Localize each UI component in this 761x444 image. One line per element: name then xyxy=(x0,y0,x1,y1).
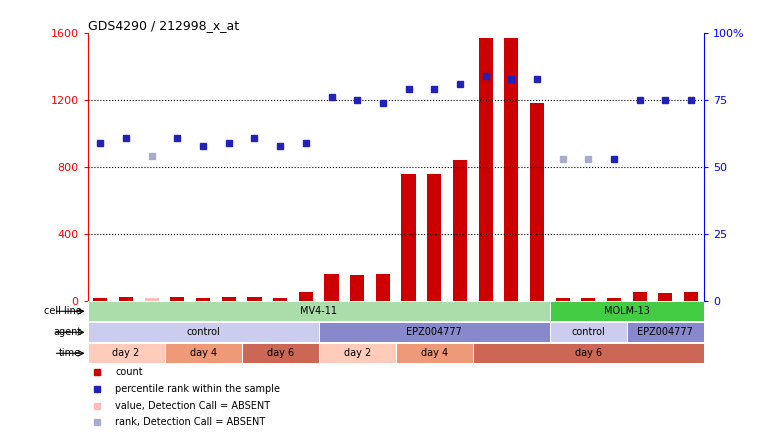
Bar xyxy=(145,298,159,301)
Bar xyxy=(273,298,287,301)
Text: agent: agent xyxy=(53,327,81,337)
Text: day 4: day 4 xyxy=(421,348,447,358)
Bar xyxy=(164,343,242,363)
Bar xyxy=(581,298,595,301)
Bar xyxy=(453,160,467,301)
Text: day 6: day 6 xyxy=(266,348,294,358)
Bar xyxy=(319,343,396,363)
Bar xyxy=(658,293,673,301)
Bar xyxy=(549,322,627,342)
Bar xyxy=(242,343,319,363)
Text: cell line: cell line xyxy=(43,306,81,316)
Bar xyxy=(376,274,390,301)
Bar xyxy=(170,297,184,301)
Text: count: count xyxy=(115,367,143,377)
Text: control: control xyxy=(572,327,605,337)
Text: day 4: day 4 xyxy=(189,348,217,358)
Text: MV4-11: MV4-11 xyxy=(300,306,337,316)
Text: day 2: day 2 xyxy=(343,348,371,358)
Text: value, Detection Call = ABSENT: value, Detection Call = ABSENT xyxy=(115,400,270,411)
Bar xyxy=(221,297,236,301)
Text: day 2: day 2 xyxy=(113,348,140,358)
Text: percentile rank within the sample: percentile rank within the sample xyxy=(115,384,280,394)
Bar xyxy=(247,297,262,301)
Bar xyxy=(473,343,704,363)
Bar xyxy=(119,297,133,301)
Bar xyxy=(556,298,570,301)
Bar xyxy=(299,293,313,301)
Bar xyxy=(350,275,365,301)
Bar xyxy=(632,292,647,301)
Text: rank, Detection Call = ABSENT: rank, Detection Call = ABSENT xyxy=(115,417,266,427)
Bar xyxy=(324,274,339,301)
Bar xyxy=(505,38,518,301)
Bar xyxy=(607,298,621,301)
Bar xyxy=(479,38,492,301)
Text: time: time xyxy=(59,348,81,358)
Text: EPZ004777: EPZ004777 xyxy=(406,327,462,337)
Bar xyxy=(684,292,698,301)
Bar xyxy=(427,174,441,301)
Bar xyxy=(88,343,164,363)
Text: control: control xyxy=(186,327,220,337)
Bar xyxy=(88,301,550,321)
Bar xyxy=(549,301,704,321)
Bar xyxy=(627,322,704,342)
Bar xyxy=(530,103,544,301)
Text: day 6: day 6 xyxy=(575,348,602,358)
Text: MOLM-13: MOLM-13 xyxy=(604,306,650,316)
Bar xyxy=(196,298,210,301)
Text: EPZ004777: EPZ004777 xyxy=(638,327,693,337)
Bar xyxy=(402,174,416,301)
Bar xyxy=(94,298,107,301)
Text: GDS4290 / 212998_x_at: GDS4290 / 212998_x_at xyxy=(88,19,239,32)
Bar xyxy=(396,343,473,363)
Bar xyxy=(88,322,319,342)
Bar xyxy=(319,322,550,342)
